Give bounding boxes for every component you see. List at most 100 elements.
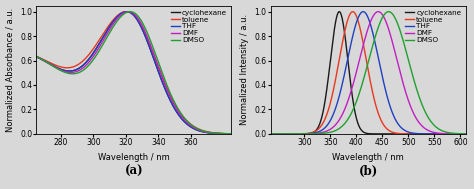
toluene [290,133,296,135]
toluene [34,55,39,57]
THF [438,133,444,135]
cyclohexane [123,11,129,13]
DMSO [463,133,468,135]
DMSO [459,133,465,135]
DMF [301,133,307,135]
cyclohexane [187,125,193,128]
cyclohexane [463,133,468,135]
cyclohexane [301,133,307,135]
Line: DMSO: DMSO [36,12,231,134]
DMF [351,81,356,83]
THF [223,133,228,135]
DMF [343,107,348,109]
toluene [463,133,468,135]
Line: cyclohexane: cyclohexane [36,12,231,134]
DMSO [228,133,234,135]
DMF [375,11,381,13]
THF [268,133,273,135]
DMF [228,133,234,135]
DMSO [127,11,133,13]
cyclohexane [351,105,357,107]
toluene [123,11,129,13]
DMSO [301,133,307,135]
cyclohexane [290,133,296,135]
THF [124,11,129,13]
THF [228,133,234,135]
Line: toluene: toluene [36,12,231,134]
Line: cyclohexane: cyclohexane [271,12,465,134]
cyclohexane [268,133,273,135]
Line: DMF: DMF [271,12,465,134]
DMSO [268,133,273,135]
toluene [44,60,49,62]
THF [360,11,366,13]
THF [459,133,465,135]
toluene [268,133,273,135]
cyclohexane [337,11,342,13]
THF [463,133,468,135]
toluene [128,12,134,14]
DMF [126,11,131,13]
toluene [228,133,234,135]
THF [123,11,129,13]
DMF [223,133,228,135]
DMSO [44,61,49,63]
DMF [34,56,39,58]
DMSO [386,11,392,13]
toluene [438,133,444,135]
DMF [438,132,444,135]
cyclohexane [128,12,134,14]
Y-axis label: Normalized Absorbance / a.u.: Normalized Absorbance / a.u. [6,8,15,132]
cyclohexane [124,11,129,13]
DMF [128,11,134,13]
THF [351,31,356,33]
Line: DMSO: DMSO [271,12,465,134]
toluene [223,132,228,135]
toluene [301,132,307,135]
THF [34,56,39,58]
DMF [44,61,49,63]
toluene [123,11,129,13]
Y-axis label: Normalized Intensity / a.u.: Normalized Intensity / a.u. [240,14,249,125]
Line: THF: THF [36,12,231,134]
THF [44,61,49,63]
DMF [123,11,129,13]
cyclohexane [44,61,49,63]
Text: (a): (a) [125,165,143,178]
Legend: cyclohexane, toluene, THF, DMF, DMSO: cyclohexane, toluene, THF, DMF, DMSO [405,9,462,44]
Line: toluene: toluene [271,12,465,134]
toluene [350,11,356,13]
DMF [223,133,228,135]
DMSO [223,132,228,135]
DMSO [123,12,129,14]
toluene [351,11,357,13]
X-axis label: Wavelength / nm: Wavelength / nm [332,153,404,162]
THF [301,133,307,135]
cyclohexane [34,56,39,58]
DMF [290,133,296,135]
cyclohexane [228,133,234,135]
cyclohexane [438,133,444,135]
toluene [187,122,193,125]
DMSO [290,133,296,135]
DMF [463,133,468,135]
Line: THF: THF [271,12,465,134]
DMSO [128,11,134,13]
Text: (b): (b) [358,165,378,178]
toluene [223,132,228,135]
DMSO [223,132,228,135]
THF [343,69,348,71]
THF [223,133,228,135]
DMSO [351,107,356,109]
THF [187,125,193,128]
DMF [459,133,465,135]
THF [290,133,296,135]
DMSO [438,129,444,131]
cyclohexane [343,38,348,40]
cyclohexane [223,133,228,135]
DMF [187,124,193,126]
toluene [343,27,348,30]
X-axis label: Wavelength / nm: Wavelength / nm [98,153,170,162]
Line: DMF: DMF [36,12,231,134]
DMSO [34,55,39,58]
